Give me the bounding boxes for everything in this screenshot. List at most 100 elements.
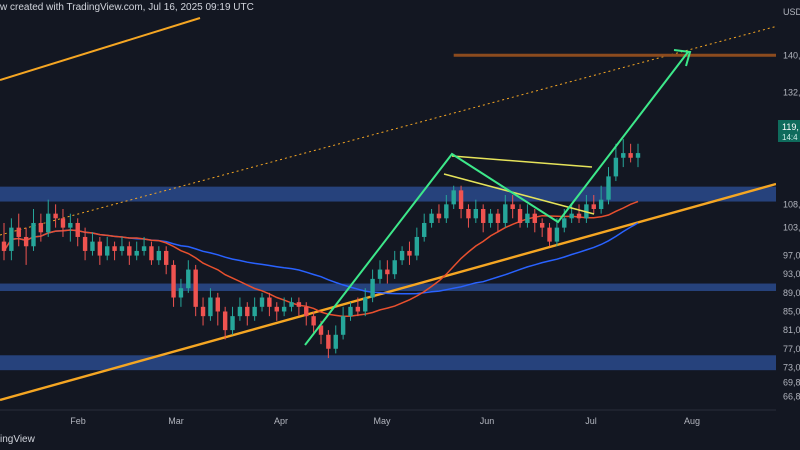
candle-body (9, 227, 14, 251)
drawings (304, 49, 776, 346)
date-tick-label: May (373, 416, 391, 426)
tradingview-watermark: ingView (0, 434, 35, 445)
candle-body (289, 302, 294, 307)
candle-body (296, 302, 302, 307)
candle-body (53, 213, 58, 219)
lower-zone (0, 355, 776, 371)
candle-body (186, 269, 191, 289)
ma-fast-line (3, 200, 639, 318)
candle-body (16, 227, 21, 237)
candle-body (547, 227, 552, 242)
date-tick-label: Apr (274, 416, 288, 426)
candle-body (621, 153, 626, 158)
candle-body (222, 311, 228, 331)
candle-body (274, 306, 279, 312)
candle-body (156, 250, 162, 261)
candle-body (60, 218, 66, 228)
price-axis-bg (776, 0, 800, 410)
candle-body (149, 246, 154, 261)
candle-body (554, 227, 560, 242)
candle-body (318, 325, 324, 335)
candle-body (267, 297, 272, 307)
candle-body (105, 246, 110, 256)
candle-body (68, 222, 73, 228)
candle-body (517, 209, 523, 223)
price-tick-label: 66,8 (783, 391, 800, 401)
candle-body (46, 213, 51, 233)
candle-body (525, 213, 530, 223)
last-price-value: 119, (782, 122, 799, 132)
candle-body (495, 213, 501, 223)
candle-body (171, 264, 176, 298)
candle-body (510, 204, 515, 209)
candle-body (480, 209, 486, 223)
candle-body (245, 306, 250, 317)
date-tick-label: Jul (585, 416, 597, 426)
candle-body (1, 241, 7, 251)
last-price-time: 14:4 (782, 133, 798, 142)
candle-body (31, 222, 36, 247)
candle-body (355, 306, 361, 312)
candle-body (252, 306, 257, 317)
channel-upper-line (0, 17, 201, 81)
candle-body (399, 250, 405, 261)
price-ticks: 140,0132,124,108,103,97,093,089,085,081,… (783, 50, 800, 401)
channel-mid-dotted (0, 19, 800, 236)
trend-channel (0, 17, 800, 402)
candle-body (97, 241, 103, 256)
candle-body (429, 213, 434, 223)
candle-body (451, 190, 456, 205)
date-tick-label: Mar (168, 416, 184, 426)
candle-body (311, 316, 316, 326)
candle-body (562, 218, 567, 228)
candle-body (407, 250, 412, 256)
price-tick-label: 140,0 (783, 50, 800, 60)
candle-body (628, 153, 633, 158)
candle-body (392, 260, 397, 275)
candle-body (348, 306, 353, 317)
upper-zone (0, 186, 776, 202)
candle-body (598, 199, 604, 209)
candle-body (163, 250, 169, 265)
date-tick-label: Feb (70, 416, 86, 426)
candle-body (503, 204, 508, 223)
candle-body (304, 306, 309, 317)
moving-averages (3, 200, 639, 318)
candle-body (488, 213, 493, 223)
currency-label: USD (783, 7, 800, 17)
candle-body (127, 246, 132, 256)
middle-zone (0, 283, 776, 291)
arrow-head (673, 49, 692, 67)
price-tick-label: 73,0 (783, 362, 800, 372)
zones (0, 186, 776, 371)
candle-body (473, 209, 479, 219)
candle-body (591, 204, 596, 209)
impulse-arrow-path (304, 51, 689, 346)
header-note: w created with TradingView.com, Jul 16, … (0, 2, 254, 13)
channel-lower-line (0, 182, 777, 402)
price-tick-label: 89,0 (783, 288, 800, 298)
candle-body (613, 157, 619, 177)
candle-body (281, 306, 287, 312)
candle-body (193, 269, 198, 307)
candle-body (119, 246, 125, 251)
flag-upper-line (451, 155, 593, 168)
candle-body (539, 222, 545, 228)
date-tick-label: Aug (684, 416, 700, 426)
price-tick-label: 77,0 (783, 344, 800, 354)
price-tick-label: 108, (783, 199, 800, 209)
last-price-badge: 119, 14:4 (778, 120, 800, 142)
price-tick-label: 81,0 (783, 325, 800, 335)
candle-body (38, 222, 44, 233)
candle-body (377, 269, 383, 279)
candle-body (576, 213, 582, 219)
candle-body (635, 153, 641, 158)
price-tick-label: 103, (783, 223, 800, 233)
price-tick-label: 93,0 (783, 269, 800, 279)
candle-body (363, 297, 368, 312)
candle-body (340, 316, 346, 335)
candle-body (333, 334, 338, 349)
candle-body (414, 236, 420, 256)
